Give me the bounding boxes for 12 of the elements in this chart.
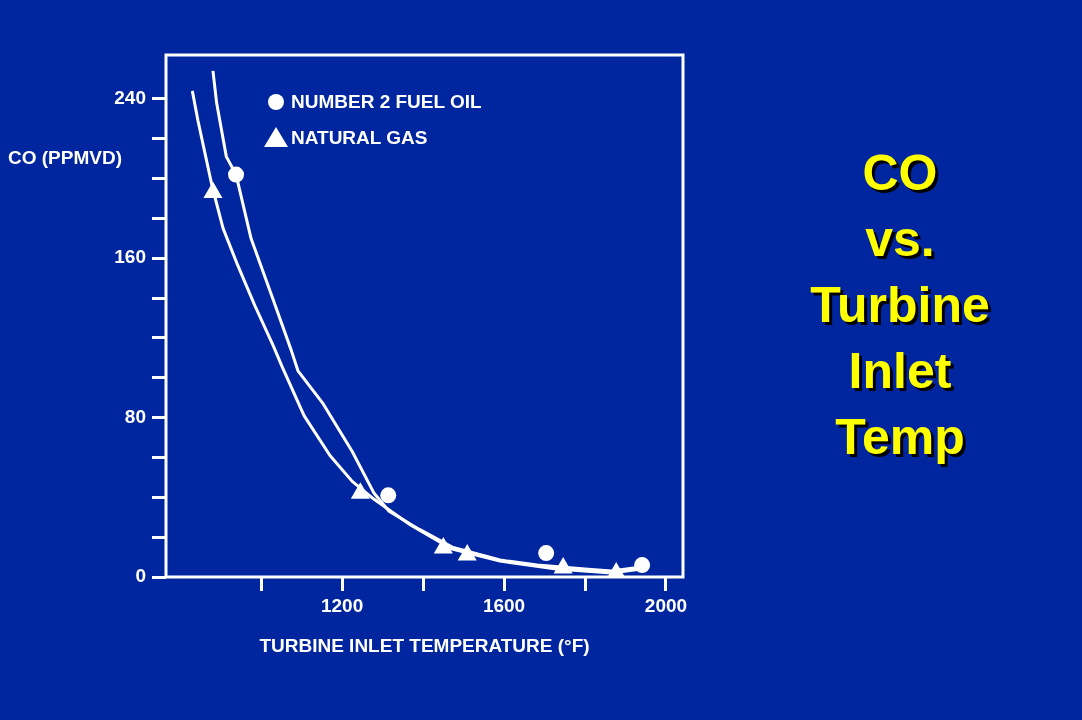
legend-label: NATURAL GAS [291, 127, 428, 149]
text: CO vs. Turbine Inlet Temp [809, 144, 991, 467]
y-axis-title: CO (PPMVD) [8, 147, 122, 169]
y-tick-label: 0 [135, 565, 146, 587]
x-tick-label: 1200 [320, 594, 364, 616]
y-tick-label: 160 [114, 246, 146, 268]
y-tick-label: 80 [124, 405, 146, 427]
y-tick-label: 240 [114, 87, 146, 109]
x-tick-label: 1600 [482, 594, 526, 616]
legend-label: NUMBER 2 FUEL OIL [291, 91, 483, 113]
x-axis-title: TURBINE INLET TEMPERATURE (°F) [259, 634, 590, 656]
x-tick-label: 2000 [644, 594, 688, 616]
